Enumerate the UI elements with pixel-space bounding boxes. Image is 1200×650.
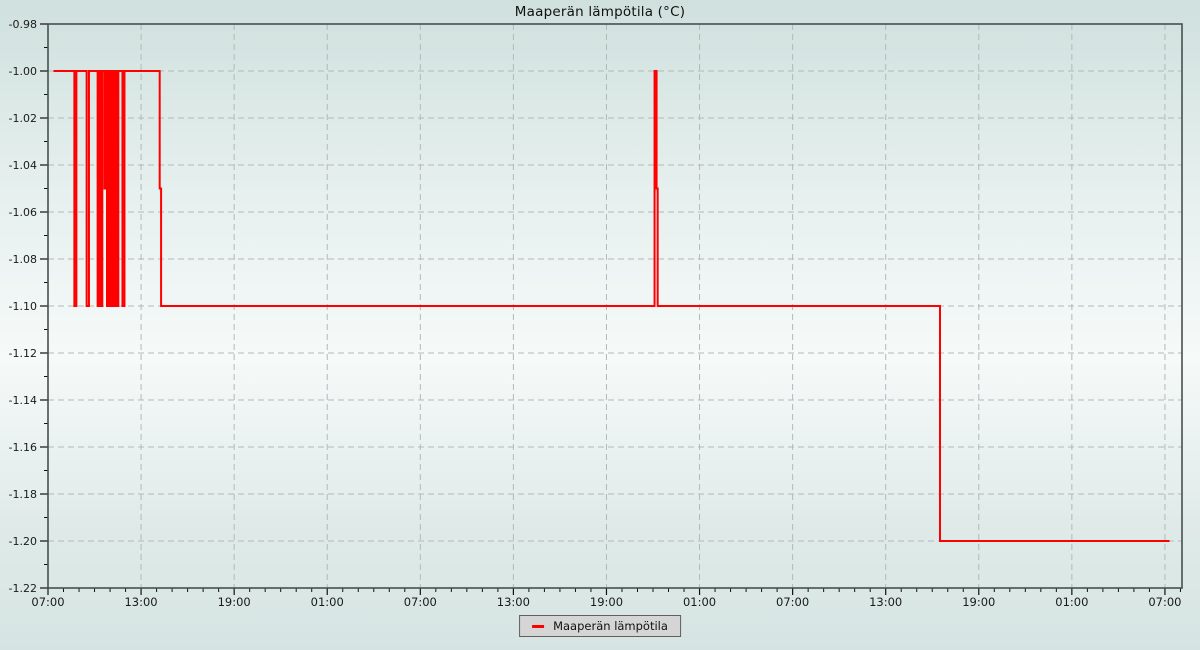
- y-tick-label: -1.20: [9, 535, 37, 548]
- y-tick-label: -0.98: [9, 18, 37, 31]
- y-tick-label: -1.02: [9, 112, 37, 125]
- y-tick-label: -1.12: [9, 347, 37, 360]
- y-tick-label: -1.16: [9, 441, 37, 454]
- x-tick-label: 07:00: [776, 595, 809, 609]
- x-tick-label: 07:00: [31, 595, 64, 609]
- x-tick-label: 13:00: [869, 595, 902, 609]
- chart-title: Maaperän lämpötila (°C): [514, 4, 686, 20]
- y-tick-label: -1.04: [9, 159, 37, 172]
- y-tick-label: -1.08: [9, 253, 37, 266]
- x-tick-label: 01:00: [311, 595, 344, 609]
- x-tick-label: 13:00: [497, 595, 530, 609]
- x-tick-label: 13:00: [124, 595, 157, 609]
- legend: Maaperän lämpötila: [519, 615, 681, 637]
- legend-series-line-icon: [532, 624, 545, 628]
- y-tick-label: -1.00: [9, 65, 37, 78]
- y-tick-label: -1.22: [9, 582, 37, 595]
- x-tick-label: 07:00: [404, 595, 437, 609]
- x-tick-label: 19:00: [962, 595, 995, 609]
- y-tick-label: -1.18: [9, 488, 37, 501]
- x-tick-label: 19:00: [590, 595, 623, 609]
- x-tick-label: 01:00: [1055, 595, 1088, 609]
- legend-label: Maaperän lämpötila: [553, 619, 668, 633]
- x-tick-label: 07:00: [1148, 595, 1181, 609]
- series-line: [53, 70, 1170, 542]
- x-tick-label: 19:00: [218, 595, 251, 609]
- plot-border: [47, 23, 1183, 589]
- y-tick-label: -1.06: [9, 206, 37, 219]
- y-tick-label: -1.14: [9, 394, 37, 407]
- y-tick-label: -1.10: [9, 300, 37, 313]
- x-tick-label: 01:00: [683, 595, 716, 609]
